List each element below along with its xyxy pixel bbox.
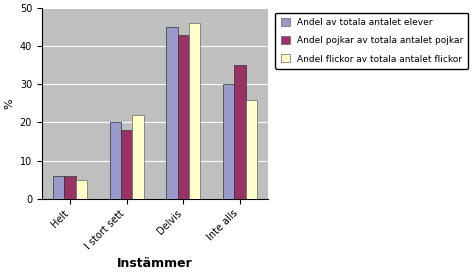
Bar (132, 115, 144, 199)
Bar (76, 179, 87, 199)
Bar (246, 99, 257, 199)
X-axis label: Instämmer: Instämmer (117, 257, 193, 270)
Bar (53, 176, 64, 199)
Bar (189, 23, 201, 199)
Legend: Andel av totala antalet elever, Andel pojkar av totala antalet pojkar, Andel fli: Andel av totala antalet elever, Andel po… (275, 13, 468, 69)
Bar (110, 122, 121, 199)
Bar (178, 35, 189, 199)
Bar (234, 65, 246, 199)
Bar (121, 130, 132, 199)
Bar (223, 84, 234, 199)
Bar (64, 176, 76, 199)
Y-axis label: %: % (4, 98, 14, 109)
Bar (166, 27, 178, 199)
